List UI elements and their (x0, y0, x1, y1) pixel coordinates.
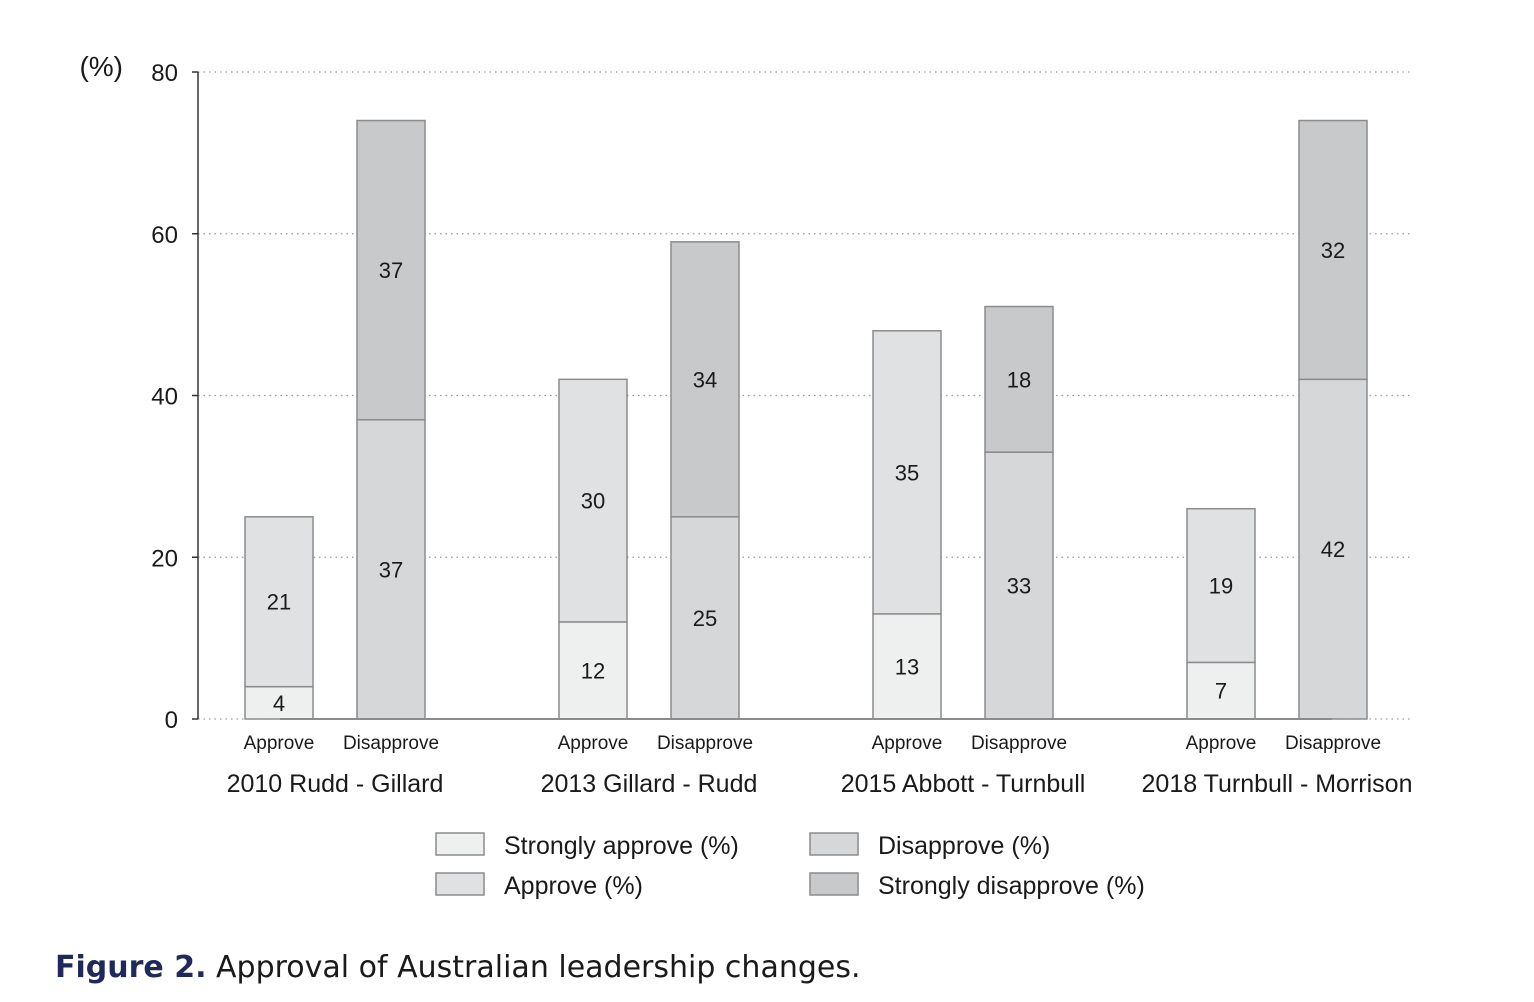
bar-segment (356, 119, 426, 421)
data-label: 42 (1321, 537, 1345, 562)
legend-swatch (809, 832, 859, 856)
figure-caption-label: Figure 2. (55, 950, 207, 985)
bar-segment (558, 378, 628, 623)
legend-label: Disapprove (%) (878, 832, 1050, 860)
bar-segment (1298, 378, 1368, 720)
legend-label: Approve (%) (504, 872, 643, 900)
y-tick-label: 0 (165, 707, 178, 734)
group-label: 2018 Turnbull - Morrison (1142, 770, 1413, 798)
y-tick-label: 40 (151, 384, 178, 411)
bar-segment (1186, 661, 1256, 720)
data-label: 13 (895, 654, 919, 679)
bar-label: Approve (244, 733, 315, 754)
bar-label: Disapprove (657, 733, 753, 754)
data-label: 37 (379, 557, 403, 582)
data-label: 4 (273, 691, 285, 716)
bar-label: Disapprove (971, 733, 1067, 754)
data-label: 35 (895, 460, 919, 485)
data-label: 19 (1209, 574, 1233, 599)
group-label: 2015 Abbott - Turnbull (841, 770, 1086, 798)
bar-segment (244, 685, 314, 720)
data-label: 33 (1007, 574, 1031, 599)
bar-label: Approve (872, 733, 943, 754)
bar-label: Disapprove (1285, 733, 1381, 754)
legend-label: Strongly disapprove (%) (878, 872, 1145, 900)
data-label: 21 (267, 590, 291, 615)
data-label: 37 (379, 258, 403, 283)
bar-segment (1298, 119, 1368, 381)
group-label: 2013 Gillard - Rudd (541, 770, 758, 798)
bar-segment (1186, 507, 1256, 664)
y-tick-label: 80 (151, 60, 178, 87)
figure-caption: Figure 2. Approval of Australian leaders… (55, 950, 861, 985)
data-label: 12 (581, 658, 605, 683)
legend-swatch (809, 872, 859, 896)
legend-swatch (435, 872, 485, 896)
group-label: 2010 Rudd - Gillard (227, 770, 444, 798)
figure-caption-text: Approval of Australian leadership change… (216, 950, 861, 985)
bar-label: Disapprove (343, 733, 439, 754)
data-label: 25 (693, 606, 717, 631)
bar-segment (872, 330, 942, 615)
y-tick-label: 60 (151, 222, 178, 249)
bar-label: Approve (558, 733, 629, 754)
data-label: 18 (1007, 367, 1031, 392)
bar-segment (244, 516, 314, 688)
legend-swatch (435, 832, 485, 856)
data-label: 30 (581, 489, 605, 514)
bar-segment (984, 305, 1054, 453)
y-axis-unit: (%) (79, 51, 123, 82)
data-label: 32 (1321, 238, 1345, 263)
data-label: 34 (693, 367, 717, 392)
bar-segment (984, 451, 1054, 720)
stacked-bar-chart: 0 20 40 60 80 (%) 4 21 Approve 37 37 Disapprove 2010… (79, 51, 1413, 900)
legend-label: Strongly approve (%) (504, 832, 739, 860)
bar-segment (670, 241, 740, 518)
bar-segment (872, 613, 942, 720)
data-label: 7 (1215, 679, 1227, 704)
y-tick-label: 20 (151, 545, 178, 572)
bar-label: Approve (1186, 733, 1257, 754)
